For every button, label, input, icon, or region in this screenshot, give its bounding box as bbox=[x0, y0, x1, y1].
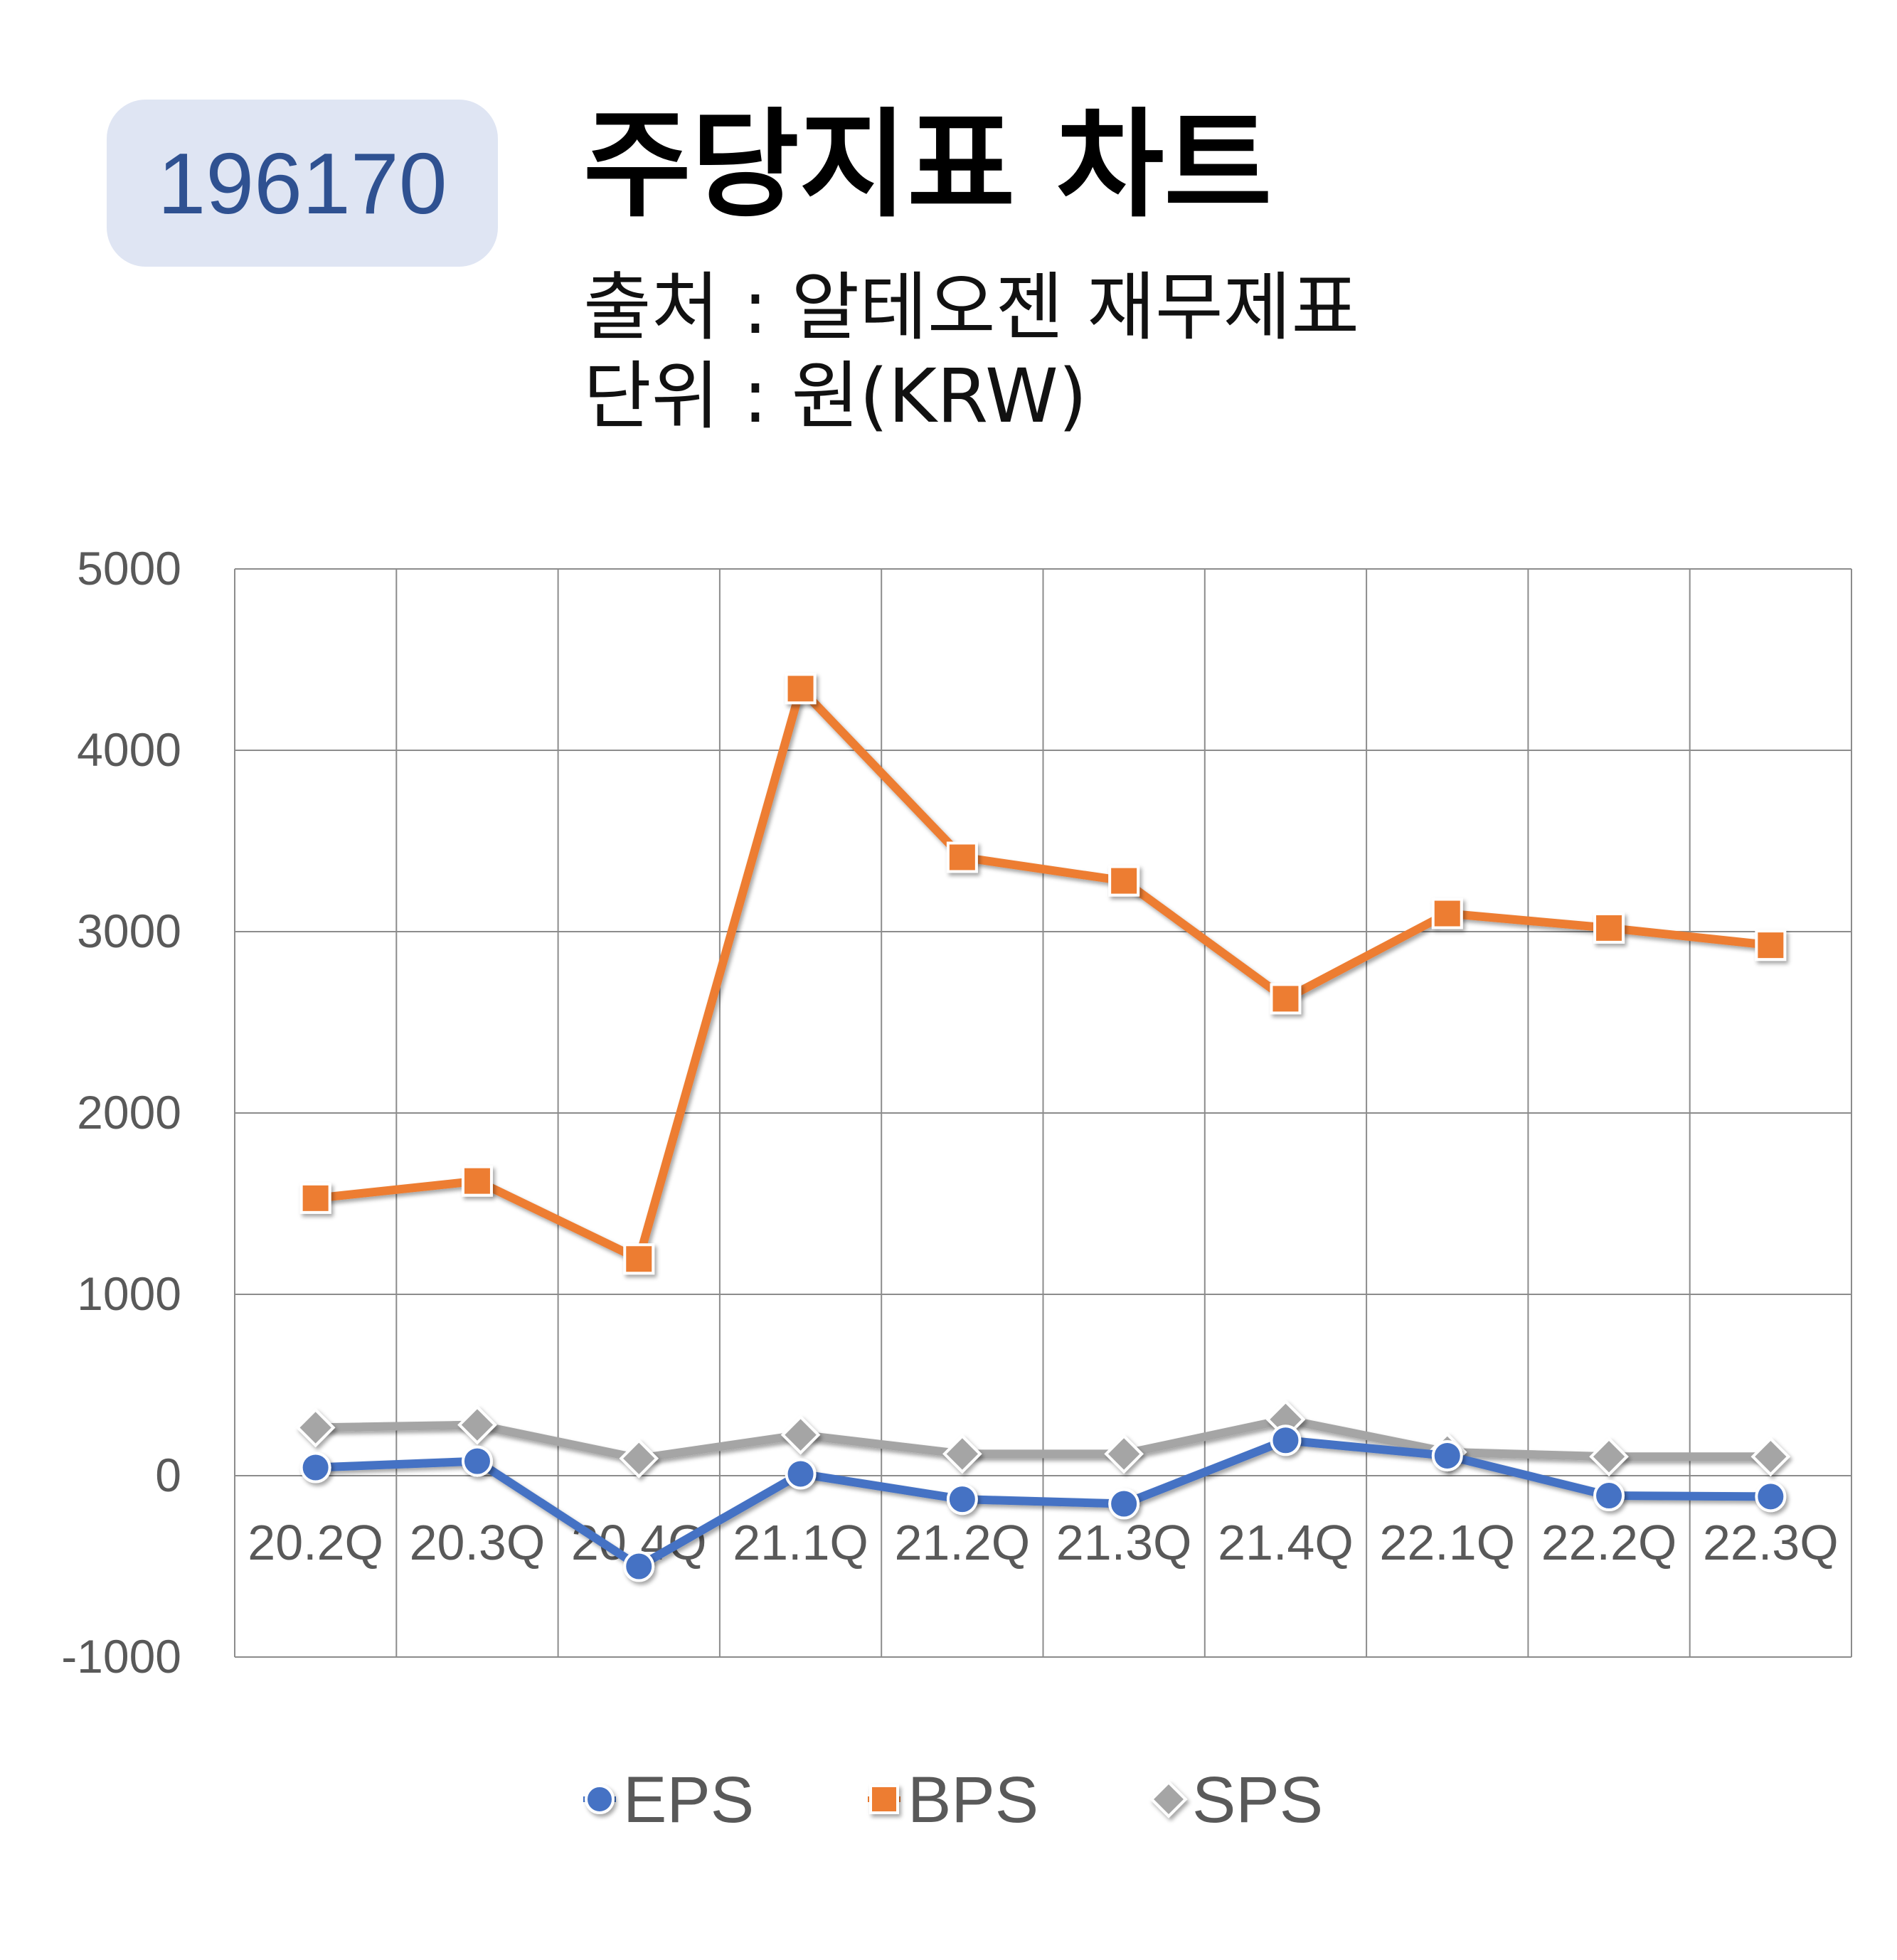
y-tick-label: 1000 bbox=[77, 1267, 181, 1320]
data-point-eps bbox=[1755, 1481, 1787, 1513]
data-point-sps bbox=[780, 1415, 821, 1455]
series-line-sps bbox=[311, 1415, 1775, 1463]
y-axis-ticks: 5000 4000 3000 2000 1000 0 -1000 bbox=[61, 542, 181, 1683]
x-tick-label: 21.2Q bbox=[894, 1515, 1030, 1570]
legend-label-bps: BPS bbox=[908, 1764, 1038, 1836]
stock-code: 196170 bbox=[157, 134, 447, 232]
stock-code-badge: 196170 bbox=[107, 100, 498, 267]
x-tick-label: 20.3Q bbox=[410, 1515, 546, 1570]
y-tick-label: 3000 bbox=[77, 905, 181, 957]
data-point-bps bbox=[1593, 912, 1625, 944]
x-tick-label: 21.3Q bbox=[1056, 1515, 1192, 1570]
legend-label-sps: SPS bbox=[1192, 1764, 1323, 1836]
data-point-eps bbox=[461, 1445, 493, 1477]
y-tick-label: -1000 bbox=[61, 1630, 181, 1683]
data-point-eps bbox=[1108, 1488, 1140, 1520]
data-point-eps bbox=[623, 1550, 655, 1582]
data-point-bps bbox=[946, 841, 978, 873]
data-point-bps bbox=[1755, 930, 1787, 962]
legend-marker-bps bbox=[869, 1784, 899, 1814]
data-point-sps bbox=[619, 1438, 659, 1479]
data-point-sps bbox=[942, 1434, 982, 1474]
y-tick-label: 0 bbox=[155, 1449, 181, 1501]
data-point-eps bbox=[946, 1484, 978, 1516]
x-tick-label: 22.3Q bbox=[1703, 1515, 1839, 1570]
series-line-eps bbox=[311, 1436, 1775, 1571]
legend-label-eps: EPS bbox=[623, 1764, 754, 1836]
data-point-bps bbox=[461, 1165, 493, 1197]
series-group bbox=[295, 673, 1791, 1582]
data-point-bps bbox=[623, 1243, 655, 1275]
x-tick-label: 21.1Q bbox=[733, 1515, 868, 1570]
y-tick-label: 5000 bbox=[77, 542, 181, 595]
series-line-bps bbox=[311, 684, 1775, 1264]
x-tick-label: 22.1Q bbox=[1379, 1515, 1515, 1570]
data-point-eps bbox=[1431, 1439, 1463, 1471]
x-tick-label: 21.4Q bbox=[1218, 1515, 1354, 1570]
series-sps bbox=[295, 1400, 1791, 1479]
source-text: 출처 : 알테오젠 재무제표 bbox=[583, 264, 1360, 351]
y-tick-label: 4000 bbox=[77, 723, 181, 776]
series-eps bbox=[299, 1424, 1787, 1582]
legend-marker-sps bbox=[1149, 1780, 1188, 1818]
data-point-bps bbox=[1108, 865, 1140, 897]
legend-marker-eps bbox=[585, 1784, 615, 1814]
data-point-bps bbox=[1431, 898, 1463, 930]
data-point-sps bbox=[1750, 1437, 1791, 1477]
data-point-sps bbox=[1104, 1434, 1144, 1474]
data-point-eps bbox=[299, 1452, 331, 1484]
chart-title: 주당지표 차트 bbox=[583, 97, 1272, 233]
data-point-eps bbox=[1270, 1424, 1302, 1456]
unit-text: 단위 : 원(KRW) bbox=[583, 353, 1088, 440]
data-point-bps bbox=[299, 1182, 331, 1214]
data-point-eps bbox=[785, 1458, 817, 1490]
data-point-bps bbox=[1270, 983, 1302, 1015]
data-point-bps bbox=[785, 673, 817, 705]
data-point-sps bbox=[1589, 1437, 1629, 1477]
legend: EPS BPS SPS bbox=[583, 1764, 1323, 1836]
data-point-eps bbox=[1593, 1480, 1625, 1512]
x-tick-label: 22.2Q bbox=[1541, 1515, 1677, 1570]
x-tick-label: 20.2Q bbox=[248, 1515, 383, 1570]
y-tick-label: 2000 bbox=[77, 1086, 181, 1139]
data-point-sps bbox=[457, 1405, 497, 1445]
data-point-sps bbox=[295, 1407, 336, 1448]
series-bps bbox=[299, 673, 1787, 1275]
